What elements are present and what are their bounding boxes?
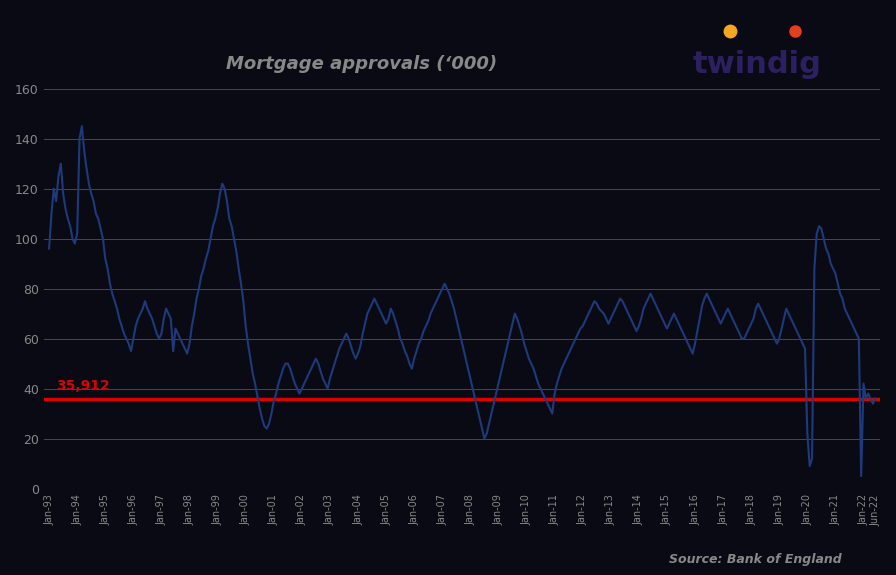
- Text: Source: Bank of England: Source: Bank of England: [669, 554, 842, 566]
- Title: Mortgage approvals (‘000): Mortgage approvals (‘000): [227, 55, 497, 73]
- Text: twindig: twindig: [693, 50, 822, 79]
- Text: 35,912: 35,912: [56, 379, 110, 393]
